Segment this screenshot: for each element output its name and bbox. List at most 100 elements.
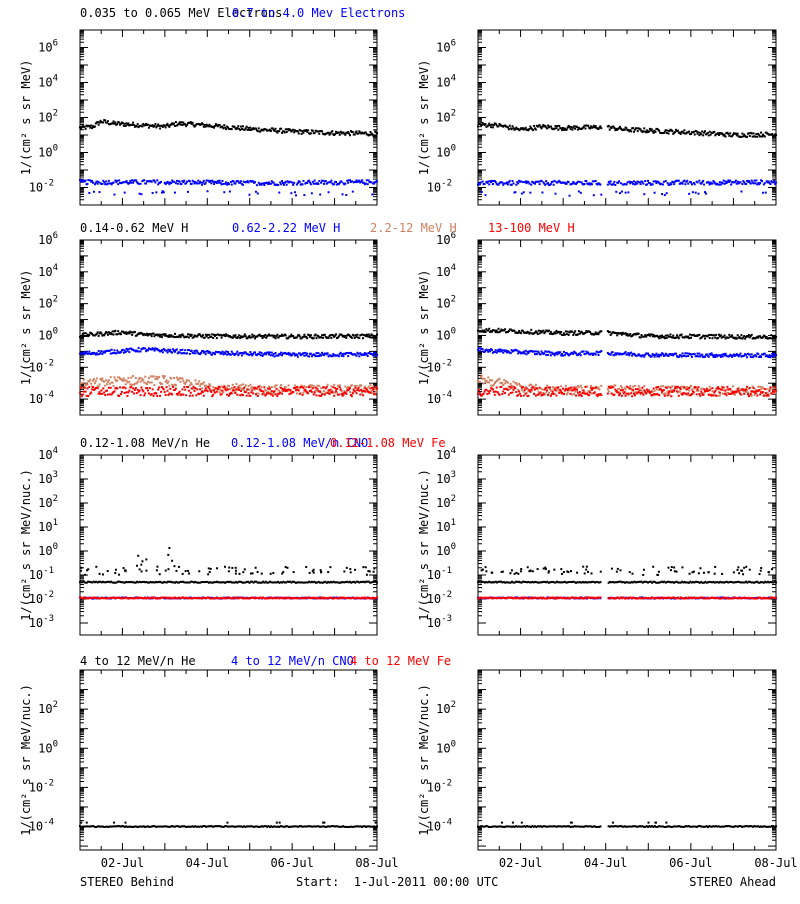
data-point: [567, 392, 569, 394]
data-point: [241, 388, 243, 390]
data-point: [683, 392, 685, 394]
data-point: [86, 395, 88, 397]
data-point: [144, 376, 146, 378]
data-point: [520, 180, 522, 182]
data-point: [750, 356, 752, 358]
data-point: [769, 337, 771, 339]
data-point: [688, 193, 690, 195]
data-point: [362, 337, 364, 339]
data-point: [180, 352, 182, 354]
data-point: [107, 183, 109, 185]
data-point: [746, 386, 748, 388]
data-point: [661, 335, 663, 337]
data-point: [231, 351, 233, 353]
data-point: [299, 335, 301, 337]
data-point: [544, 184, 546, 186]
data-point: [688, 387, 690, 389]
data-point: [656, 389, 658, 391]
data-point: [303, 334, 305, 336]
data-point: [479, 183, 481, 185]
data-point: [234, 392, 236, 394]
data-point: [111, 333, 113, 335]
data-point: [773, 353, 775, 355]
data-point: [215, 334, 217, 336]
data-point: [239, 394, 241, 396]
data-point: [94, 382, 96, 384]
data-point: [488, 392, 490, 394]
data-point: [107, 394, 109, 396]
data-point: [317, 183, 319, 185]
data-point: [680, 133, 682, 135]
data-point: [87, 395, 89, 397]
data-point: [318, 385, 320, 387]
data-point: [720, 356, 722, 358]
data-point: [135, 377, 137, 379]
data-point: [638, 385, 640, 387]
data-point: [285, 334, 287, 336]
data-point: [625, 351, 627, 353]
data-point: [664, 337, 666, 339]
data-point: [594, 391, 596, 393]
data-point: [683, 180, 685, 182]
data-point: [121, 391, 123, 393]
data-point: [154, 123, 156, 125]
data-point: [329, 393, 331, 395]
data-point: [99, 383, 101, 385]
data-point: [292, 184, 294, 186]
data-point: [502, 352, 504, 354]
data-point: [570, 387, 572, 389]
data-point: [260, 354, 262, 356]
data-point: [711, 337, 713, 339]
data-point: [206, 179, 208, 181]
data-point: [760, 388, 762, 390]
data-point: [116, 380, 118, 382]
data-point: [275, 337, 277, 339]
data-point: [607, 388, 609, 390]
data-point: [137, 381, 139, 383]
data-point: [101, 377, 103, 379]
data-point: [167, 381, 169, 383]
data-point: [513, 330, 515, 332]
data-point: [359, 394, 361, 396]
data-point: [486, 393, 488, 395]
data-point: [116, 349, 118, 351]
data-point: [354, 337, 356, 339]
data-point: [196, 183, 198, 185]
data-point: [191, 350, 193, 352]
data-point: [662, 183, 664, 185]
data-point: [242, 184, 244, 186]
data-point: [230, 181, 232, 183]
data-point: [321, 334, 323, 336]
data-point: [553, 184, 555, 186]
data-point: [162, 375, 164, 377]
data-point: [117, 183, 119, 185]
data-point: [641, 181, 643, 183]
data-point: [518, 390, 520, 392]
data-point: [203, 180, 205, 182]
data-point: [327, 384, 329, 386]
data-point: [366, 179, 368, 181]
data-point: [277, 184, 279, 186]
data-point: [282, 182, 284, 184]
data-point: [726, 386, 728, 388]
data-point: [106, 390, 108, 392]
data-point: [92, 386, 94, 388]
data-point: [136, 392, 138, 394]
data-point: [701, 387, 703, 389]
data-point: [104, 119, 106, 121]
data-point: [135, 387, 137, 389]
data-point: [709, 389, 711, 391]
data-point: [171, 352, 173, 354]
data-point: [211, 389, 213, 391]
data-point: [242, 394, 244, 396]
data-point: [643, 127, 645, 129]
data-point: [272, 395, 274, 397]
data-point: [528, 183, 530, 185]
data-point: [258, 393, 260, 395]
data-point: [560, 385, 562, 387]
data-point: [148, 377, 150, 379]
data-point: [179, 121, 181, 123]
data-point: [600, 330, 602, 332]
data-point: [124, 379, 126, 381]
data-point: [146, 333, 148, 335]
